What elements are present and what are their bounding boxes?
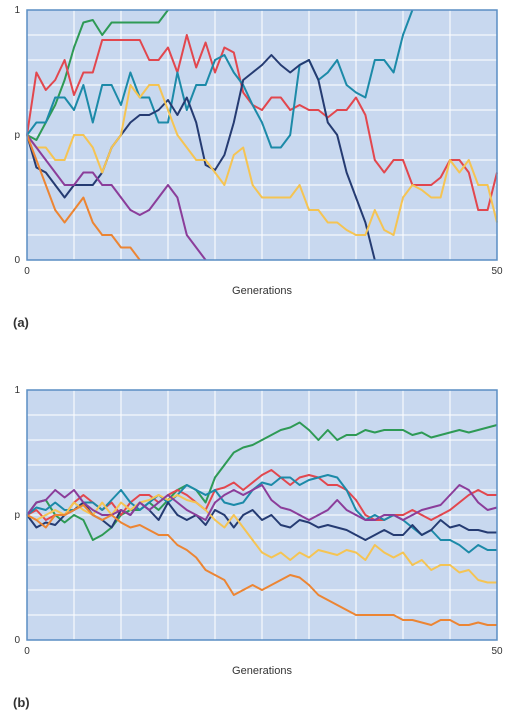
- y-tick-label-0-b: 0: [14, 635, 20, 646]
- x-axis-label-b: Generations: [232, 665, 292, 677]
- x-tick-label-0-a: 0: [24, 266, 30, 277]
- y-tick-label-0-a: 0: [14, 255, 20, 266]
- series-line-teal: [26, 9, 414, 149]
- plot-frame-b: [26, 389, 498, 641]
- y-tick-label-1-b: 1: [14, 385, 20, 396]
- x-tick-label-50-a: 50: [491, 266, 503, 277]
- series-line-green: [26, 9, 169, 141]
- y-tick-label-1-a: 1: [14, 5, 20, 16]
- series-line-orange: [26, 134, 141, 261]
- panel-a: 1 p 0 0 50 Generations (a): [13, 5, 503, 330]
- series-line-purple: [26, 484, 498, 521]
- x-tick-label-50-b: 50: [491, 646, 503, 657]
- series-line-navy: [26, 501, 497, 541]
- series-line-yellow: [26, 84, 498, 236]
- series-line-purple: [26, 134, 207, 261]
- y-tick-label-p-b: p: [14, 510, 20, 521]
- series-group-a: [26, 9, 498, 261]
- x-axis-label-a: Generations: [232, 285, 292, 297]
- series-line-orange: [26, 504, 497, 626]
- series-line-red: [26, 34, 498, 211]
- series-group-b: [26, 421, 498, 626]
- x-tick-label-0-b: 0: [24, 646, 30, 657]
- plot-frame-a: [26, 9, 498, 261]
- panel-b: 1 p 0 0 50 Generations (b): [13, 385, 503, 710]
- panel-label-a: (a): [13, 315, 29, 330]
- panel-label-b: (b): [13, 695, 30, 710]
- series-line-navy: [26, 54, 376, 261]
- y-tick-label-p-a: p: [14, 130, 20, 141]
- gridlines-a: [27, 10, 497, 260]
- series-line-yellow: [26, 494, 497, 584]
- series-line-green: [26, 421, 498, 541]
